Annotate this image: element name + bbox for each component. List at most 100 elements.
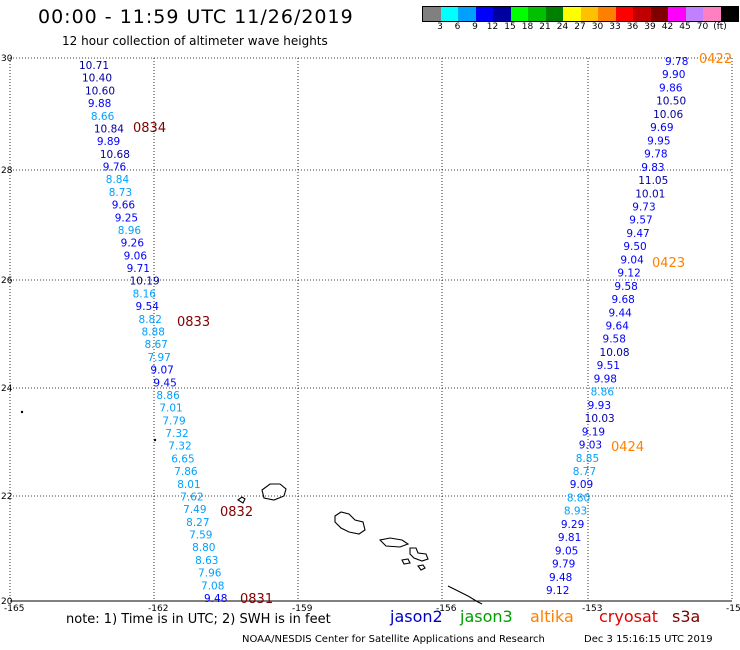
color-swatch xyxy=(493,7,511,21)
wave-height-value: 9.05 xyxy=(555,545,578,557)
wave-height-value: 10.01 xyxy=(635,188,665,200)
x-tick-label: -150 xyxy=(726,604,740,614)
wave-height-value: 9.90 xyxy=(662,69,685,81)
color-tick-label: 6 xyxy=(454,22,461,32)
wave-height-value: 9.83 xyxy=(641,162,664,174)
color-swatch xyxy=(563,7,581,21)
y-tick-label: 24 xyxy=(1,384,13,394)
legend-jason2: jason2 xyxy=(390,607,443,626)
color-swatch xyxy=(598,7,616,21)
y-tick-label: 22 xyxy=(1,492,12,502)
wave-height-value: 8.86 xyxy=(156,390,180,402)
wave-height-value: 7.08 xyxy=(201,580,224,592)
wave-height-value: 8.84 xyxy=(106,174,130,186)
wave-height-value: 11.05 xyxy=(638,175,668,187)
color-swatch xyxy=(423,7,441,21)
wave-height-value: 9.73 xyxy=(632,201,655,213)
color-tick-label: 21 xyxy=(539,22,551,32)
wave-height-value: 7.32 xyxy=(165,428,188,440)
wave-height-value: 10.68 xyxy=(100,149,130,161)
wave-height-value: 9.81 xyxy=(558,532,581,544)
pass-time-label: 0423 xyxy=(652,256,685,271)
wave-height-value: 8.77 xyxy=(573,466,596,478)
wave-height-value: 10.60 xyxy=(85,85,115,97)
color-swatch xyxy=(528,7,546,21)
island-dot xyxy=(20,410,24,414)
wave-height-value: 9.26 xyxy=(121,238,145,250)
legend-jason3: jason3 xyxy=(460,607,513,626)
wave-height-value: 9.09 xyxy=(570,479,593,491)
wave-height-value: 8.27 xyxy=(186,517,209,529)
wave-height-value: 9.58 xyxy=(614,281,637,293)
legend-altika: altika xyxy=(530,607,574,626)
wave-height-value: 7.32 xyxy=(168,441,191,453)
wave-height-value: 9.98 xyxy=(594,373,617,385)
color-swatch xyxy=(668,7,686,21)
wave-height-value: 8.85 xyxy=(576,453,599,465)
wave-height-value: 9.76 xyxy=(103,162,127,174)
x-tick-label: -162 xyxy=(148,604,168,614)
wave-height-value: 10.19 xyxy=(130,276,160,288)
wave-height-value: 7.86 xyxy=(174,466,198,478)
color-tick-label: 30 xyxy=(591,22,604,32)
island-outline xyxy=(237,496,246,504)
units-note: note: 1) Time is in UTC; 2) SWH is in fe… xyxy=(66,612,331,627)
wave-height-value: 9.50 xyxy=(623,241,646,253)
pass-time-label: 0831 xyxy=(240,592,273,607)
wave-height-value: 9.07 xyxy=(150,365,173,377)
wave-height-value: 9.71 xyxy=(127,263,150,275)
chart-title: 00:00 - 11:59 UTC 11/26/2019 xyxy=(38,6,354,28)
wave-height-value: 9.44 xyxy=(608,307,632,319)
wave-height-value: 9.78 xyxy=(665,56,688,68)
wave-height-value: 9.45 xyxy=(153,377,176,389)
wave-height-value: 6.65 xyxy=(171,453,194,465)
color-swatch xyxy=(703,7,721,21)
color-swatch xyxy=(475,7,493,21)
wave-height-value: 10.84 xyxy=(94,123,124,135)
island-outline xyxy=(334,511,366,535)
wave-height-value: 9.54 xyxy=(136,301,160,313)
island-dot xyxy=(153,438,157,442)
pass-time-label: 0422 xyxy=(699,52,732,67)
wave-height-value: 9.25 xyxy=(115,212,138,224)
wave-height-value: 9.93 xyxy=(588,400,611,412)
island-outline xyxy=(409,547,429,562)
wave-height-value: 10.06 xyxy=(653,109,683,121)
color-swatch xyxy=(720,7,738,21)
color-swatch xyxy=(650,7,668,21)
color-swatch xyxy=(633,7,651,21)
wave-height-value: 7.01 xyxy=(159,403,182,415)
wave-height-value: 9.48 xyxy=(204,593,227,605)
island-outline xyxy=(261,483,287,501)
wave-height-value: 8.66 xyxy=(91,111,115,123)
wave-height-value: 9.88 xyxy=(88,98,111,110)
legend-s3a: s3a xyxy=(672,607,701,626)
wave-height-value: 7.97 xyxy=(147,352,170,364)
wave-height-value: 7.62 xyxy=(180,491,203,503)
color-scale-bar xyxy=(422,6,739,22)
wave-height-value: 9.57 xyxy=(629,215,652,227)
color-tick-label: (ft) xyxy=(713,22,727,32)
color-tick-label: 36 xyxy=(626,22,639,32)
footer-credit: NOAA/NESDIS Center for Satellite Applica… xyxy=(242,634,545,645)
legend-cryosat: cryosat xyxy=(599,607,659,626)
wave-height-value: 9.64 xyxy=(606,321,630,333)
wave-height-value: 9.48 xyxy=(549,572,572,584)
pass-time-label: 0832 xyxy=(220,505,253,520)
color-tick-label: 33 xyxy=(609,22,621,32)
wave-height-value: 9.29 xyxy=(561,519,584,531)
color-swatch xyxy=(580,7,598,21)
pass-time-label: 0834 xyxy=(133,121,166,136)
color-tick-label: 27 xyxy=(574,22,586,32)
y-tick-label: 20 xyxy=(1,597,13,607)
island-outline xyxy=(447,585,483,605)
wave-height-value: 8.63 xyxy=(195,555,218,567)
y-tick-label: 28 xyxy=(1,166,13,176)
wave-height-value: 9.06 xyxy=(124,250,148,262)
chart-subtitle: 12 hour collection of altimeter wave hei… xyxy=(62,34,328,48)
color-swatch xyxy=(440,7,458,21)
wave-height-value: 7.49 xyxy=(183,504,206,516)
pass-time-label: 0424 xyxy=(611,440,644,455)
wave-height-value: 8.80 xyxy=(567,492,590,504)
wave-height-value: 10.71 xyxy=(79,60,109,72)
